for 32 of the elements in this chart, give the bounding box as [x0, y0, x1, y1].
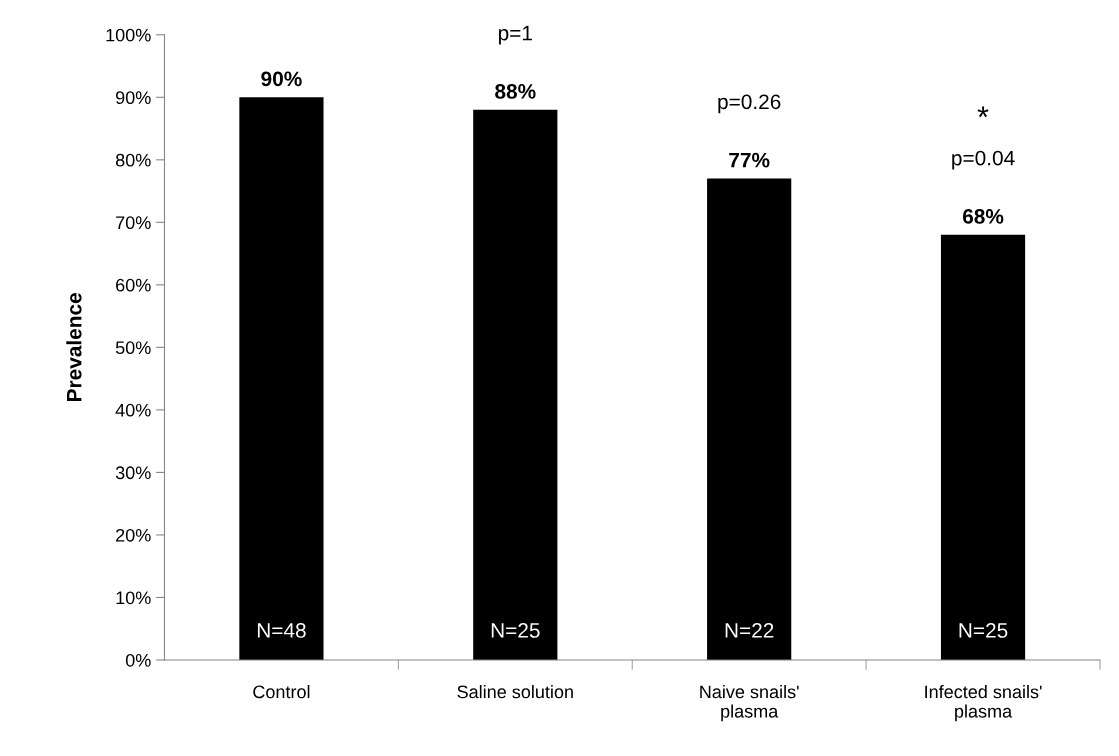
annotation: N=25: [959, 623, 1008, 638]
x-tick-label: Infected snails' plasma: [925, 684, 1042, 722]
data-label: 68%: [962, 209, 1004, 224]
y-axis-title: Prevalence: [66, 293, 82, 401]
x-tick-label: Saline solution: [457, 684, 573, 699]
bar: [707, 178, 792, 660]
y-tick-label: 100%: [106, 28, 151, 42]
y-tick-label: 60%: [116, 278, 151, 292]
y-tick-label: 30%: [115, 466, 151, 480]
x-tick-label: Control: [253, 684, 310, 699]
bar: [473, 109, 558, 660]
y-tick-label: 10%: [116, 591, 151, 605]
data-label: 90%: [261, 71, 302, 87]
annotation: p=0.26: [718, 94, 781, 114]
annotation: p=0.04: [952, 150, 1015, 170]
y-tick-label: 70%: [116, 216, 151, 230]
annotation: N=48: [257, 623, 306, 638]
y-tick-label: 40%: [115, 403, 151, 417]
data-label: 88%: [495, 83, 536, 99]
y-tick-label: 50%: [115, 341, 151, 355]
y-tick-label: 20%: [116, 528, 151, 542]
annotation: *: [977, 106, 989, 118]
annotation: p=1: [498, 25, 532, 45]
data-label: 77%: [729, 152, 770, 168]
x-tick-label: Naive snails' plasma: [700, 684, 799, 722]
bar: [239, 97, 324, 660]
annotation: N=25: [491, 623, 540, 638]
y-tick-label: 0%: [125, 653, 151, 667]
bar: [940, 234, 1026, 660]
annotation: N=22: [725, 623, 774, 638]
y-tick-label: 90%: [116, 91, 151, 105]
y-tick-label: 80%: [115, 153, 151, 167]
